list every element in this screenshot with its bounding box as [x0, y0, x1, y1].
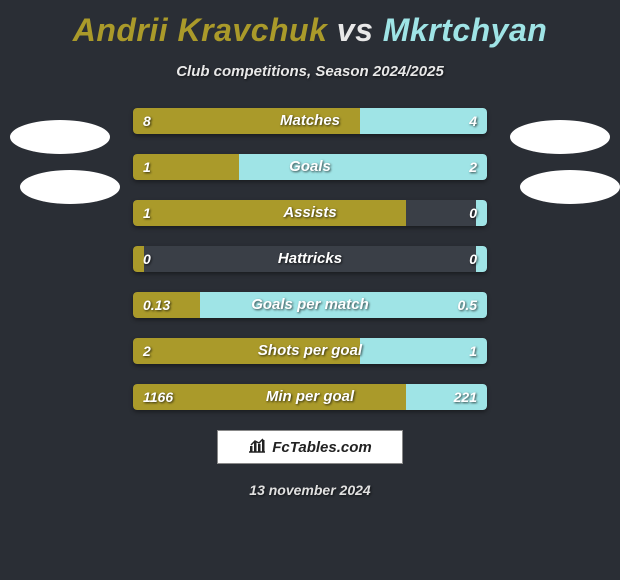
vs-text: vs: [337, 12, 374, 48]
chart-icon: [248, 437, 266, 458]
stat-row: 1Goals2: [133, 154, 487, 180]
stat-value-right: 0.5: [458, 292, 477, 318]
stat-row: 0Hattricks0: [133, 246, 487, 272]
subtitle: Club competitions, Season 2024/2025: [0, 63, 620, 80]
stat-value-right: 2: [469, 154, 477, 180]
stat-value-right: 4: [469, 108, 477, 134]
stat-value-right: 0: [469, 246, 477, 272]
stat-row: 1Assists0: [133, 200, 487, 226]
brand-badge: FcTables.com: [217, 430, 403, 464]
side-oval: [520, 170, 620, 204]
brand-text: FcTables.com: [272, 439, 371, 456]
stat-row: 2Shots per goal1: [133, 338, 487, 364]
stat-row: 0.13Goals per match0.5: [133, 292, 487, 318]
stat-value-right: 0: [469, 200, 477, 226]
side-oval: [20, 170, 120, 204]
stat-label: Shots per goal: [133, 338, 487, 364]
stat-label: Goals per match: [133, 292, 487, 318]
player1-name: Andrii Kravchuk: [73, 12, 328, 48]
side-oval: [510, 120, 610, 154]
date-text: 13 november 2024: [0, 482, 620, 498]
stat-label: Assists: [133, 200, 487, 226]
side-oval: [10, 120, 110, 154]
stat-label: Matches: [133, 108, 487, 134]
player2-name: Mkrtchyan: [383, 12, 548, 48]
stat-label: Hattricks: [133, 246, 487, 272]
stat-row: 1166Min per goal221: [133, 384, 487, 410]
stat-row: 8Matches4: [133, 108, 487, 134]
comparison-title: Andrii Kravchuk vs Mkrtchyan: [0, 0, 620, 49]
stats-container: 8Matches41Goals21Assists00Hattricks00.13…: [133, 108, 487, 410]
stat-value-right: 1: [469, 338, 477, 364]
stat-label: Min per goal: [133, 384, 487, 410]
stat-value-right: 221: [454, 384, 477, 410]
stat-label: Goals: [133, 154, 487, 180]
